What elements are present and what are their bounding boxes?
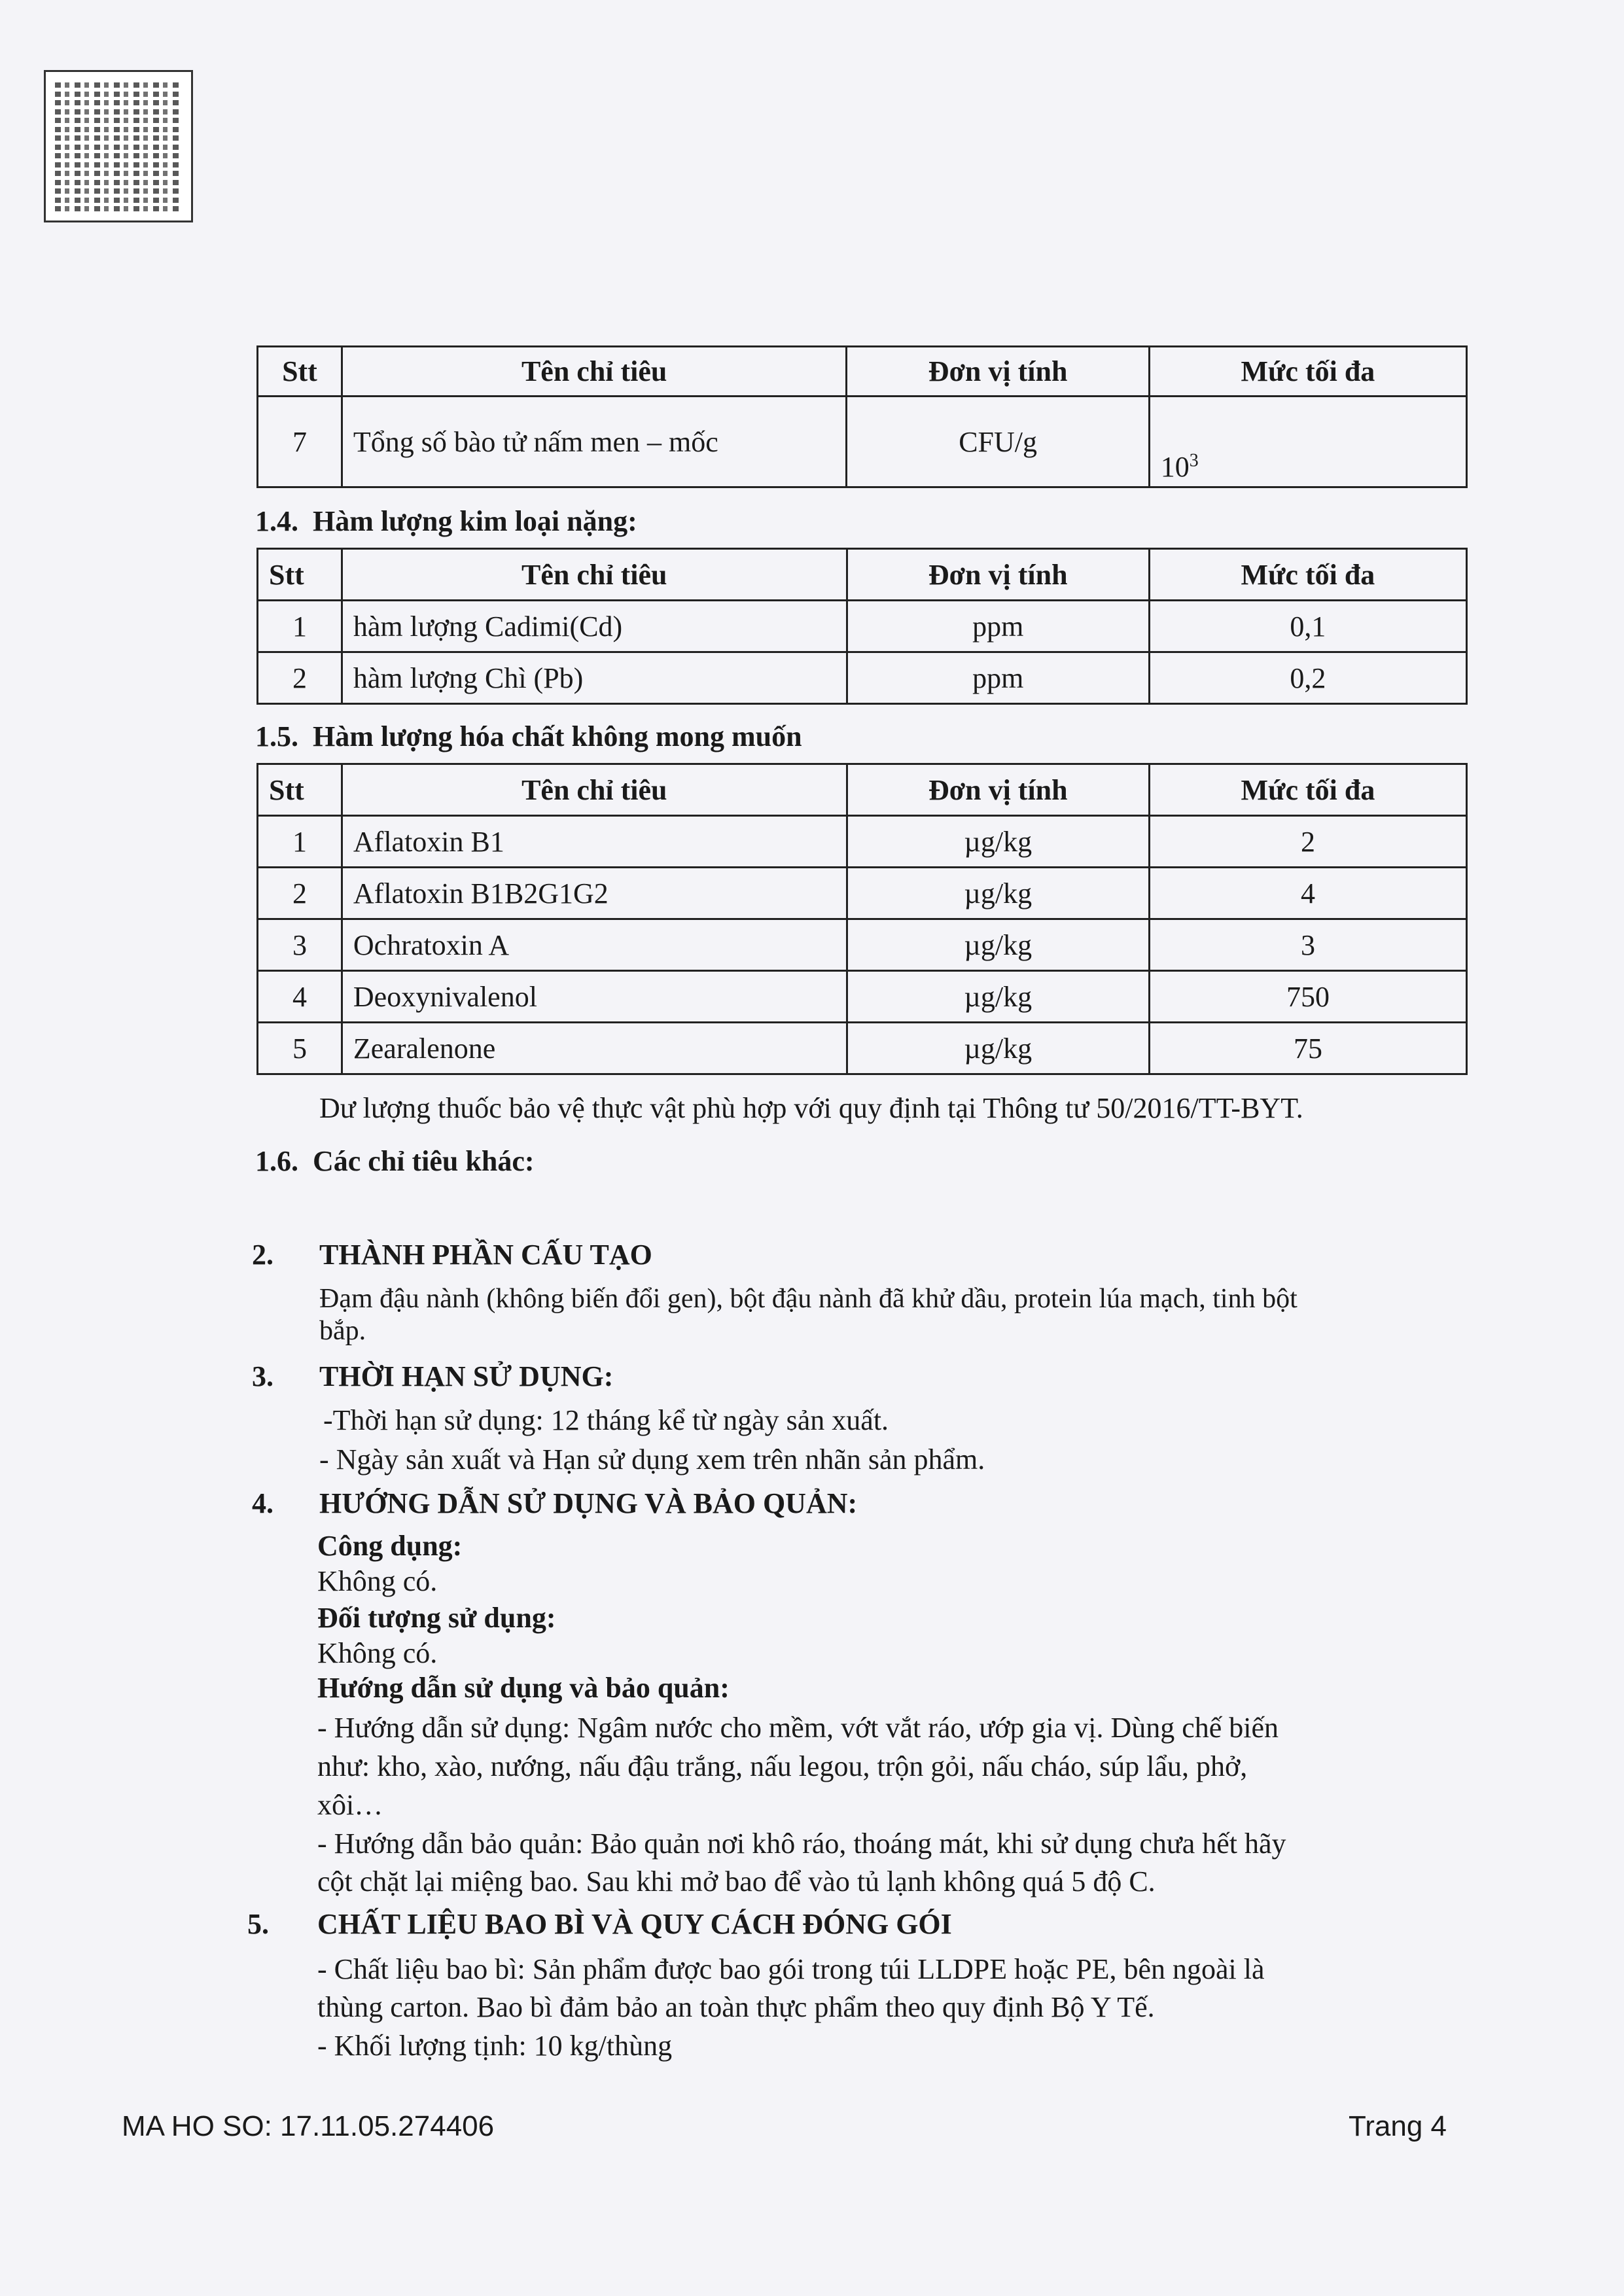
cell-name: Zearalenone	[340, 1021, 848, 1075]
composition-text: bắp.	[319, 1316, 366, 1346]
cell-stt: 5	[256, 1021, 343, 1075]
section-3-number: 3.	[252, 1360, 274, 1392]
cell-max: 2	[1148, 815, 1468, 868]
dossier-number: MA HO SO: 17.11.05.274406	[122, 2110, 495, 2142]
cell-max: 75	[1148, 1021, 1468, 1075]
table-row: 1 hàm lượng Cadimi(Cd) ppm 0,1	[256, 599, 1468, 653]
guide-label: Hướng dẫn sử dụng và bảo quản:	[317, 1672, 730, 1704]
cell-max: 103	[1148, 395, 1468, 488]
qr-code-icon	[44, 70, 193, 222]
cell-max: 750	[1148, 970, 1468, 1023]
table-row: 7 Tổng số bào tử nấm men – mốc CFU/g 103	[256, 395, 1468, 488]
target-label: Đối tượng sử dụng:	[317, 1602, 556, 1634]
guide-text: như: kho, xào, nướng, nấu đậu trắng, nấu…	[317, 1750, 1248, 1782]
heavy-metal-table: Stt Tên chỉ tiêu Đơn vị tính Mức tối đa …	[256, 548, 1468, 705]
cell-name: Ochratoxin A	[340, 918, 848, 972]
section-2-heading: THÀNH PHẦN CẤU TẠO	[319, 1239, 652, 1271]
cell-stt: 2	[256, 651, 343, 705]
col-header-name: Tên chỉ tiêu	[340, 345, 848, 397]
col-header-unit: Đơn vị tính	[845, 345, 1150, 397]
cell-unit: µg/kg	[845, 815, 1150, 868]
cell-max: 0,1	[1148, 599, 1468, 653]
col-header-stt: Stt	[256, 763, 343, 817]
guide-text: - Hướng dẫn bảo quản: Bảo quản nơi khô r…	[317, 1828, 1286, 1860]
col-header-unit: Đơn vị tính	[845, 763, 1150, 817]
section-4-heading: HƯỚNG DẪN SỬ DỤNG VÀ BẢO QUẢN:	[319, 1487, 858, 1519]
cell-unit: µg/kg	[845, 970, 1150, 1023]
composition-text: Đạm đậu nành (không biến đổi gen), bột đ…	[319, 1284, 1297, 1314]
cell-name: Aflatoxin B1B2G1G2	[340, 866, 848, 920]
col-header-name: Tên chỉ tiêu	[340, 763, 848, 817]
microbial-table: Stt Tên chỉ tiêu Đơn vị tính Mức tối đa …	[256, 345, 1468, 488]
uses-label: Công dụng:	[317, 1530, 463, 1562]
cell-max: 4	[1148, 866, 1468, 920]
uses-value: Không có.	[317, 1565, 438, 1597]
cell-stt: 1	[256, 815, 343, 868]
shelf-life-text: -Thời hạn sử dụng: 12 tháng kể từ ngày s…	[323, 1404, 889, 1436]
section-5-heading: CHẤT LIỆU BAO BÌ VÀ QUY CÁCH ĐÓNG GÓI	[317, 1908, 952, 1940]
target-value: Không có.	[317, 1637, 438, 1669]
col-header-name: Tên chỉ tiêu	[340, 548, 848, 601]
section-1-5-heading: 1.5. Hàm lượng hóa chất không mong muốn	[255, 720, 802, 752]
col-header-max: Mức tối đa	[1148, 548, 1468, 601]
cell-stt: 4	[256, 970, 343, 1023]
col-header-unit: Đơn vị tính	[845, 548, 1150, 601]
cell-stt: 3	[256, 918, 343, 972]
cell-name: Deoxynivalenol	[340, 970, 848, 1023]
packaging-text: - Khối lượng tịnh: 10 kg/thùng	[317, 2030, 673, 2062]
col-header-max: Mức tối đa	[1148, 345, 1468, 397]
cell-max: 3	[1148, 918, 1468, 972]
cell-name: hàm lượng Cadimi(Cd)	[340, 599, 848, 653]
pesticide-note: Dư lượng thuốc bảo vệ thực vật phù hợp v…	[319, 1092, 1303, 1124]
section-2-number: 2.	[252, 1239, 274, 1271]
guide-text: xôi…	[317, 1789, 383, 1821]
packaging-text: thùng carton. Bao bì đảm bảo an toàn thự…	[317, 1991, 1155, 2023]
cell-unit: ppm	[845, 651, 1150, 705]
section-1-6-heading: 1.6. Các chỉ tiêu khác:	[255, 1145, 535, 1177]
table-row: 2 Aflatoxin B1B2G1G2 µg/kg 4	[256, 866, 1468, 920]
cell-unit: µg/kg	[845, 866, 1150, 920]
cell-max: 0,2	[1148, 651, 1468, 705]
shelf-life-text: - Ngày sản xuất và Hạn sử dụng xem trên …	[319, 1443, 985, 1475]
cell-unit: µg/kg	[845, 918, 1150, 972]
section-5-number: 5.	[247, 1908, 269, 1940]
contaminant-table: Stt Tên chỉ tiêu Đơn vị tính Mức tối đa …	[256, 763, 1468, 1075]
section-1-4-heading: 1.4. Hàm lượng kim loại nặng:	[255, 505, 637, 537]
cell-name: Tổng số bào tử nấm men – mốc	[340, 395, 848, 488]
cell-name: hàm lượng Chì (Pb)	[340, 651, 848, 705]
page-number: Trang 4	[1348, 2110, 1447, 2142]
table-row: 5 Zearalenone µg/kg 75	[256, 1021, 1468, 1075]
table-row: 4 Deoxynivalenol µg/kg 750	[256, 970, 1468, 1023]
section-4-number: 4.	[252, 1487, 274, 1519]
guide-text: cột chặt lại miệng bao. Sau khi mở bao đ…	[317, 1865, 1156, 1898]
cell-stt: 7	[256, 395, 343, 488]
table-row: 1 Aflatoxin B1 µg/kg 2	[256, 815, 1468, 868]
col-header-stt: Stt	[256, 345, 343, 397]
cell-name: Aflatoxin B1	[340, 815, 848, 868]
cell-stt: 2	[256, 866, 343, 920]
guide-text: - Hướng dẫn sử dụng: Ngâm nước cho mềm, …	[317, 1712, 1279, 1744]
cell-unit: µg/kg	[845, 1021, 1150, 1075]
cell-unit: ppm	[845, 599, 1150, 653]
section-3-heading: THỜI HẠN SỬ DỤNG:	[319, 1360, 614, 1392]
table-row: 2 hàm lượng Chì (Pb) ppm 0,2	[256, 651, 1468, 705]
cell-unit: CFU/g	[845, 395, 1150, 488]
col-header-stt: Stt	[256, 548, 343, 601]
col-header-max: Mức tối đa	[1148, 763, 1468, 817]
cell-stt: 1	[256, 599, 343, 653]
packaging-text: - Chất liệu bao bì: Sản phẩm được bao gó…	[317, 1953, 1265, 1985]
